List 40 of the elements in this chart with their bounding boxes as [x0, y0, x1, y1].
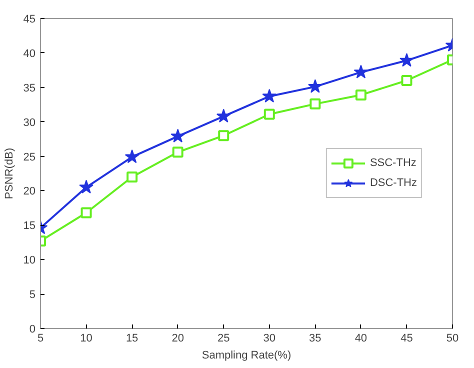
- x-tick-label: 10: [80, 332, 92, 344]
- y-tick-label: 10: [23, 254, 36, 267]
- y-tick-label: 5: [29, 289, 36, 302]
- legend-label: SSC-THz: [370, 157, 416, 169]
- x-tick-label: 50: [446, 332, 459, 344]
- legend-label: DSC-THz: [370, 177, 417, 189]
- y-tick-label: 0: [29, 324, 36, 336]
- y-tick-label: 35: [23, 82, 36, 94]
- point: [400, 53, 414, 67]
- y-tick-label: 25: [23, 151, 36, 164]
- y-tick-label: 45: [23, 14, 36, 26]
- point: [264, 108, 275, 120]
- y-tick-label: 15: [23, 220, 36, 232]
- x-axis-title: Sampling Rate(%): [202, 350, 292, 362]
- x-tick-label: 35: [309, 332, 322, 344]
- x-tick-label: 15: [126, 332, 138, 344]
- point: [79, 180, 94, 194]
- y-axis-title: PSNR(dB): [3, 148, 16, 200]
- x-tick-label: 5: [37, 332, 44, 344]
- point: [354, 64, 368, 78]
- y-tick-label: 30: [23, 116, 36, 129]
- point: [124, 149, 140, 164]
- x-tick-label: 25: [217, 332, 230, 344]
- x-tick-label: 45: [400, 332, 413, 344]
- y-tick-label: 40: [23, 48, 36, 60]
- point: [126, 171, 138, 182]
- point: [216, 108, 231, 122]
- point: [310, 98, 321, 110]
- point: [218, 130, 230, 142]
- point: [355, 89, 366, 100]
- point: [170, 128, 185, 142]
- point: [172, 146, 184, 158]
- x-tick-label: 20: [172, 332, 184, 344]
- point: [308, 79, 322, 93]
- point: [80, 207, 92, 218]
- x-tick-label: 30: [263, 332, 276, 344]
- point: [401, 75, 412, 86]
- x-tick-label: 40: [354, 332, 368, 344]
- point: [262, 88, 277, 103]
- y-tick-label: 20: [23, 186, 36, 198]
